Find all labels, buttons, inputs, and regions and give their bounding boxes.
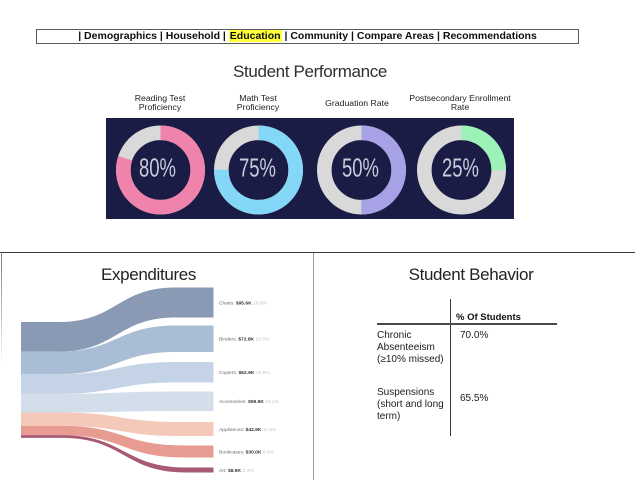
svg-text:Copiers: $62.9K 16.9%: Copiers: $62.9K 16.9% [219, 370, 270, 376]
svg-text:Accessories: $59.9K 16.1%: Accessories: $59.9K 16.1% [219, 399, 280, 405]
svg-text:50%: 50% [342, 153, 379, 183]
svg-text:Appliances: $42.9K 11.5%: Appliances: $42.9K 11.5% [219, 427, 277, 433]
svg-text:Art: $8.9K 2.4%: Art: $8.9K 2.4% [219, 468, 254, 474]
svg-text:Chairs: $95.6K 25.6%: Chairs: $95.6K 25.6% [219, 300, 268, 306]
svg-text:Binders: $72.8K 19.5%: Binders: $72.8K 19.5% [219, 337, 270, 343]
svg-text:80%: 80% [139, 153, 176, 183]
svg-text:25%: 25% [442, 153, 479, 183]
svg-text:Bookcases: $30.0K 8.0%: Bookcases: $30.0K 8.0% [219, 449, 275, 455]
svg-text:75%: 75% [239, 153, 276, 183]
